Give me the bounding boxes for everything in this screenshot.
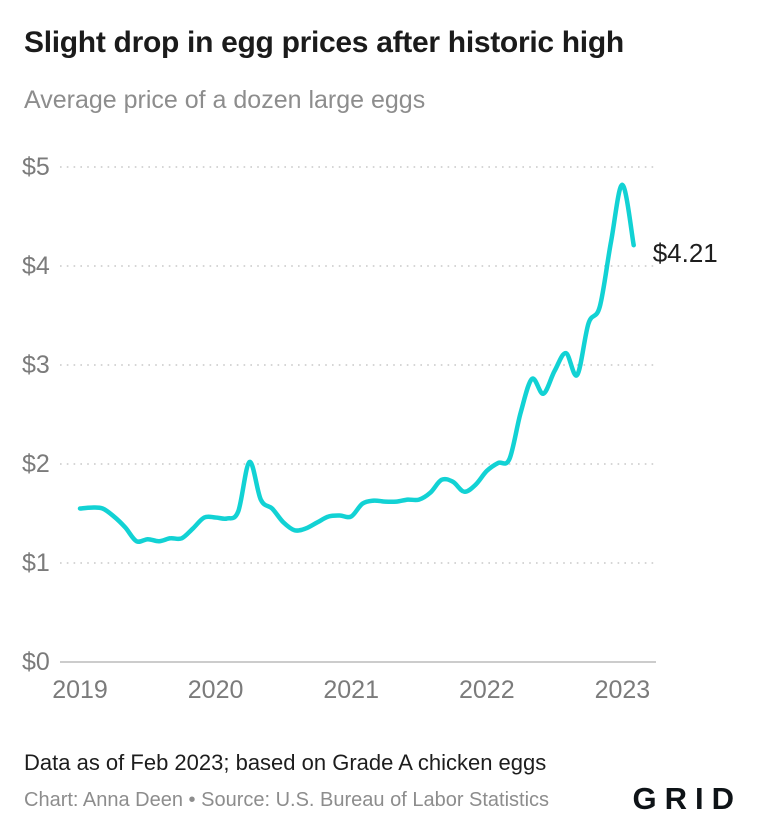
y-tick-label: $2 [22, 450, 50, 478]
y-tick-label: $3 [22, 351, 50, 379]
x-tick-label: 2019 [52, 676, 108, 704]
x-tick-label: 2020 [188, 676, 244, 704]
data-footnote: Data as of Feb 2023; based on Grade A ch… [24, 750, 547, 775]
x-tick-label: 2021 [323, 676, 379, 704]
y-tick-label: $1 [22, 549, 50, 577]
grid-logo: GRID [632, 781, 742, 816]
x-tick-label: 2023 [595, 676, 651, 704]
x-tick-label: 2022 [459, 676, 515, 704]
y-tick-label: $0 [22, 648, 50, 676]
source-credit: Chart: Anna Deen • Source: U.S. Bureau o… [24, 789, 550, 811]
chart-title: Slight drop in egg prices after historic… [24, 26, 624, 59]
price-line [77, 182, 636, 544]
chart-subtitle: Average price of a dozen large eggs [24, 86, 426, 114]
y-tick-label: $4 [22, 252, 50, 280]
latest-value-annotation: $4.21 [653, 238, 718, 268]
y-tick-label: $5 [22, 153, 50, 181]
